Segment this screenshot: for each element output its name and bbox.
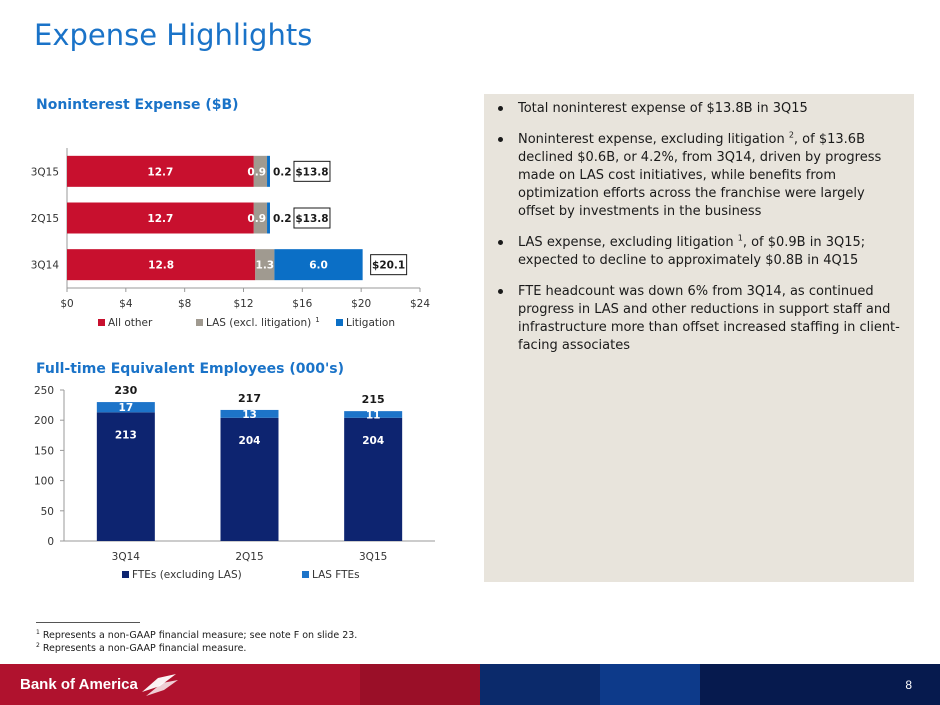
legend-swatch bbox=[302, 571, 309, 578]
x-tick-label: $16 bbox=[292, 298, 312, 310]
category-label: 3Q14 bbox=[31, 260, 60, 272]
total-label: $20.1 bbox=[372, 260, 405, 272]
bar-segment bbox=[220, 409, 279, 418]
data-label: 12.7 bbox=[147, 166, 173, 178]
footnote-1: 1 Represents a non-GAAP financial measur… bbox=[36, 628, 358, 641]
legend-label: FTEs (excluding LAS) bbox=[132, 569, 242, 581]
y-tick-label: 0 bbox=[47, 536, 54, 548]
footer-band bbox=[360, 664, 480, 705]
legend-label: All other bbox=[108, 317, 153, 329]
page-number: 8 bbox=[905, 678, 912, 692]
data-label: 0.2 bbox=[273, 213, 292, 225]
bar-segment bbox=[253, 155, 268, 187]
total-box bbox=[293, 207, 331, 229]
data-label: 6.0 bbox=[309, 260, 328, 272]
data-label: 204 bbox=[362, 435, 384, 447]
footnotes: 1 Represents a non-GAAP financial measur… bbox=[36, 622, 357, 655]
category-label: 3Q14 bbox=[112, 551, 141, 563]
footer-band bbox=[480, 664, 600, 705]
y-tick-label: 100 bbox=[34, 476, 54, 488]
data-label: 213 bbox=[115, 429, 137, 441]
data-label: 0.2 bbox=[273, 166, 292, 178]
total-label: 230 bbox=[114, 384, 137, 397]
data-label: 204 bbox=[239, 435, 261, 447]
data-label: 17 bbox=[119, 402, 134, 414]
footnote-2: 2 Represents a non-GAAP financial measur… bbox=[36, 641, 247, 654]
category-label: 3Q15 bbox=[31, 166, 59, 178]
bar-segment bbox=[67, 202, 254, 234]
bullet-total-expense: Total noninterest expense of $13.8B in 3… bbox=[498, 100, 902, 118]
legend-label: Litigation bbox=[346, 317, 395, 329]
legend-label: LAS FTEs bbox=[312, 569, 360, 581]
expense-chart-title: Noninterest Expense ($B) bbox=[36, 97, 239, 113]
total-label: $13.8 bbox=[295, 166, 328, 178]
bar-segment bbox=[67, 249, 256, 281]
bar-segment bbox=[344, 417, 403, 541]
bullet-las-expense: LAS expense, excluding litigation 1, of … bbox=[498, 234, 902, 270]
footer-bar: Bank of America 8 bbox=[0, 664, 940, 705]
data-label: 12.7 bbox=[147, 213, 173, 225]
page-title: Expense Highlights bbox=[34, 18, 313, 52]
x-tick-label: $8 bbox=[178, 298, 191, 310]
x-tick-label: $4 bbox=[119, 298, 133, 310]
bar-segment bbox=[255, 249, 275, 281]
data-label: 0.9 bbox=[247, 213, 266, 225]
bar-segment bbox=[220, 417, 279, 541]
y-tick-label: 250 bbox=[34, 385, 54, 397]
data-label: 12.8 bbox=[148, 260, 174, 272]
y-tick-label: 50 bbox=[41, 506, 54, 518]
bar-segment bbox=[267, 202, 270, 234]
y-tick-label: 150 bbox=[34, 445, 54, 457]
bar-segment bbox=[96, 412, 155, 541]
expense-chart: $0 $4 $8 $12 $16 $20 $24 3Q14 12.8 1.3 6.0 $20.1 2Q1… bbox=[31, 148, 430, 329]
brand-logo: Bank of America bbox=[20, 676, 138, 693]
footer-band bbox=[700, 664, 940, 705]
category-label: 2Q15 bbox=[235, 551, 263, 563]
x-tick-label: $0 bbox=[60, 298, 73, 310]
x-tick-label: $24 bbox=[410, 298, 430, 310]
x-tick-label: $20 bbox=[351, 298, 371, 310]
legend-swatch bbox=[122, 571, 129, 578]
bar-segment bbox=[253, 202, 268, 234]
fte-chart-title: Full-time Equivalent Employees (000's) bbox=[36, 361, 344, 377]
y-tick-label: 200 bbox=[34, 415, 54, 427]
data-label: 11 bbox=[366, 409, 381, 421]
footnote-divider bbox=[36, 622, 140, 623]
legend-label: LAS (excl. litigation) 1 bbox=[206, 316, 320, 329]
total-box bbox=[370, 254, 408, 276]
data-label: 1.3 bbox=[256, 260, 275, 272]
bar-segment bbox=[67, 155, 254, 187]
bar-segment bbox=[96, 402, 155, 413]
legend-swatch bbox=[98, 319, 105, 326]
bullet-fte-headcount: FTE headcount was down 6% from 3Q14, as … bbox=[498, 283, 902, 355]
highlights-list: Total noninterest expense of $13.8B in 3… bbox=[484, 94, 914, 355]
total-label: 217 bbox=[238, 392, 261, 405]
bar-segment bbox=[274, 249, 363, 281]
category-label: 2Q15 bbox=[31, 213, 59, 225]
category-label: 3Q15 bbox=[359, 551, 387, 563]
legend-swatch bbox=[336, 319, 343, 326]
bar-segment bbox=[344, 411, 403, 418]
total-label: $13.8 bbox=[295, 213, 328, 225]
data-label: 13 bbox=[242, 409, 257, 421]
total-label: 215 bbox=[362, 393, 385, 406]
x-tick-label: $12 bbox=[233, 298, 253, 310]
flag-logo-icon bbox=[142, 674, 178, 696]
legend-swatch bbox=[196, 319, 203, 326]
total-box bbox=[293, 160, 331, 182]
data-label: 0.9 bbox=[247, 166, 266, 178]
highlights-panel: Total noninterest expense of $13.8B in 3… bbox=[484, 94, 914, 582]
bar-segment bbox=[267, 155, 270, 187]
bullet-expense-excl-litigation: Noninterest expense, excluding litigatio… bbox=[498, 131, 902, 221]
footer-band bbox=[600, 664, 700, 705]
fte-chart: 0 50 100 150 200 250 3Q14 213 17 230 2Q15 204 13 217 3… bbox=[34, 384, 435, 581]
